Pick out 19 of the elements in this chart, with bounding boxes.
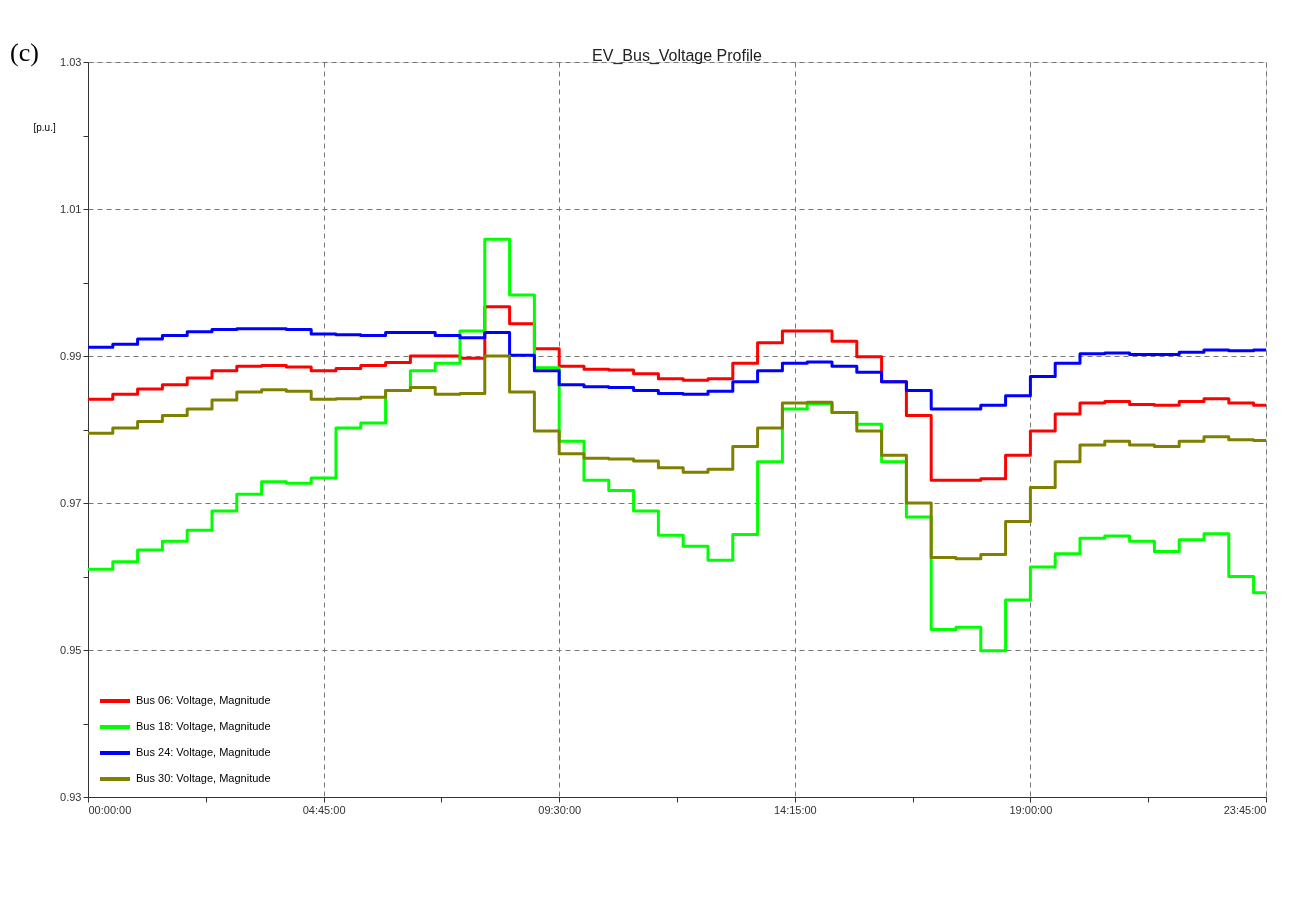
y-tick-label: 0.93 bbox=[60, 790, 82, 803]
legend-label: Bus 06: Voltage, Magnitude bbox=[136, 694, 271, 706]
y-tick-label: 0.95 bbox=[60, 643, 82, 656]
y-tick-label: 1.03 bbox=[60, 55, 82, 68]
x-tick-label: 04:45:00 bbox=[302, 803, 346, 816]
x-tick-label: 14:15:00 bbox=[773, 803, 817, 816]
y-tick-label: 0.99 bbox=[60, 349, 82, 362]
legend-label: Bus 30: Voltage, Magnitude bbox=[136, 772, 271, 784]
y-axis-title: [p.u.] bbox=[33, 121, 56, 133]
x-tick-label: 23:45:00 bbox=[1223, 803, 1267, 816]
x-tick-label: 19:00:00 bbox=[1009, 803, 1053, 816]
legend-label: Bus 24: Voltage, Magnitude bbox=[136, 746, 271, 758]
text: (c) bbox=[10, 38, 39, 67]
y-tick-label: 0.97 bbox=[60, 496, 82, 509]
x-tick-label: 09:30:00 bbox=[538, 803, 582, 816]
y-tick-label: 1.01 bbox=[60, 202, 82, 215]
legend-label: Bus 18: Voltage, Magnitude bbox=[136, 720, 271, 732]
x-tick-label: 00:00:00 bbox=[88, 803, 132, 816]
chart-title: EV_Bus_Voltage Profile bbox=[592, 47, 763, 65]
